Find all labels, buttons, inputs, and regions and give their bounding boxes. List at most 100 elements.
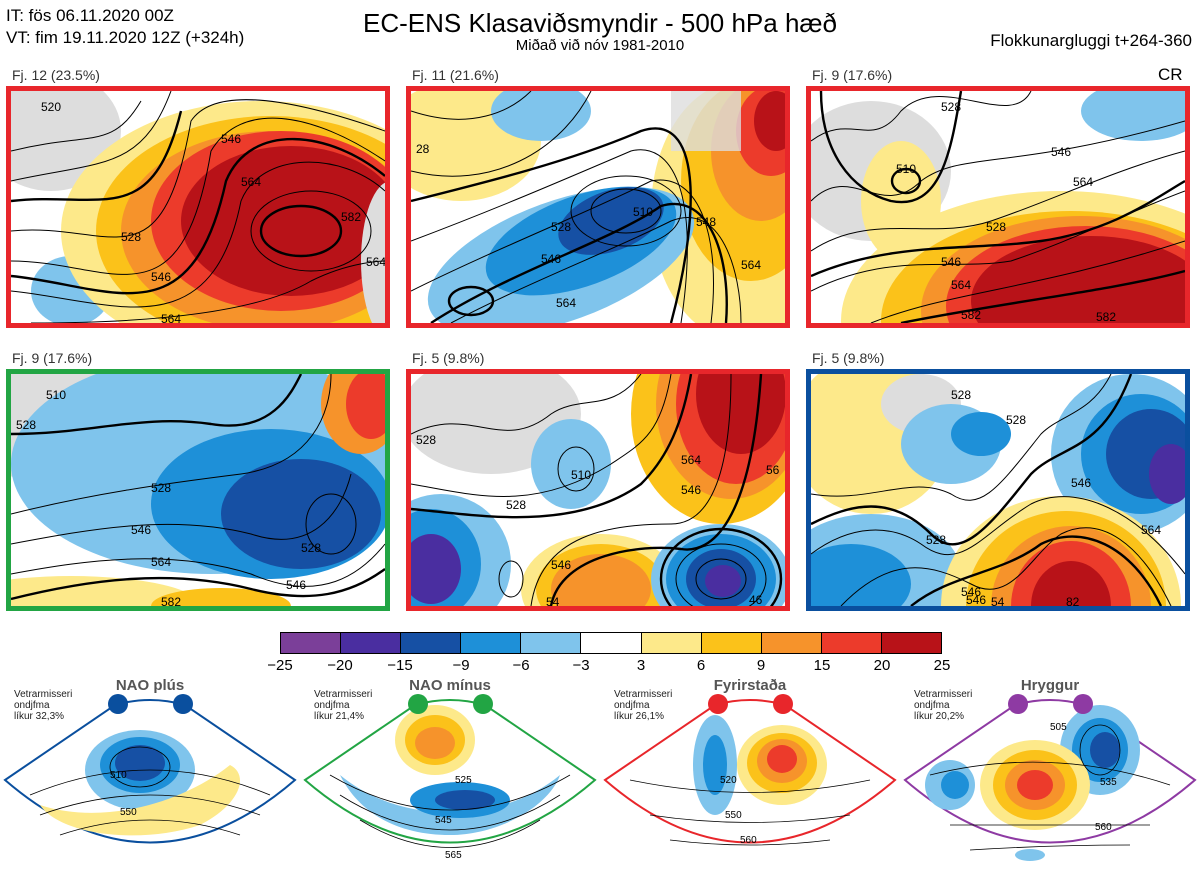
valid-time: VT: fim 19.11.2020 12Z (+324h) [6, 28, 245, 47]
colorbar-tick: −6 [512, 657, 530, 674]
colorbar-swatch [460, 633, 521, 653]
colorbar-tick: 25 [933, 657, 951, 674]
contour-label: 528 [121, 230, 141, 244]
contour-label: 528 [951, 388, 971, 402]
classification-window: Flokkunargluggi t+264-360 [990, 31, 1192, 50]
contour-label: 528 [986, 220, 1006, 234]
cluster-map-6: 528 528 546 528 546 564 546 54 82 [806, 369, 1190, 611]
colorbar-tick: −25 [267, 657, 293, 674]
contour-label: 564 [161, 312, 181, 323]
contour-label: 56 [766, 463, 780, 477]
contour-label: 28 [416, 142, 430, 156]
contour-label: 582 [161, 595, 181, 606]
contour-label: 546 [1071, 476, 1091, 490]
panel-2-label: Fj. 11 (21.6%) [412, 67, 499, 83]
regime-note: Vetrarmisseri ondjfma líkur 21,4% [314, 689, 373, 722]
panel-3-label: Fj. 9 (17.6%) [812, 67, 893, 83]
colorbar-swatch [340, 633, 401, 653]
cluster-map-2: 28 528 546 564 510 548 564 [406, 86, 790, 328]
contour-label: 546 [941, 255, 961, 269]
regime-contour-label: 535 [1100, 777, 1117, 788]
colorbar-tick: 20 [873, 657, 891, 674]
contour-label: 548 [696, 215, 716, 229]
panel-4-label: Fj. 9 (17.6%) [12, 350, 93, 366]
colorbar-tick: 9 [756, 657, 766, 674]
contour-label: 82 [1066, 595, 1080, 606]
regime-contour-label: 505 [1050, 722, 1067, 733]
contour-label: 564 [366, 255, 385, 269]
contour-label: 564 [241, 175, 261, 189]
contour-label: 546 [966, 593, 986, 606]
colorbar-swatch [640, 633, 701, 653]
contour-label: 546 [961, 585, 981, 599]
contour-label: 546 [221, 132, 241, 146]
contour-label: 528 [1006, 413, 1026, 427]
regime-contour-label: 565 [445, 850, 462, 861]
regime-contour-label: 550 [725, 810, 742, 821]
header-run-info: IT: fös 06.11.2020 00Z VT: fim 19.11.202… [6, 5, 244, 49]
contour-label: 54 [546, 595, 560, 606]
contour-label: 528 [926, 533, 946, 547]
contour-label: 528 [416, 433, 436, 447]
contour-label: 528 [941, 100, 961, 114]
cluster-map-5: 528 510 528 546 564 546 54 46 56 [406, 369, 790, 611]
colorbar-tick: 3 [636, 657, 646, 674]
contour-label: 546 [541, 252, 561, 266]
regime-ridge: 505 535 560 Hryggur Vetrarmisseri ondjfm… [900, 675, 1200, 871]
colorbar-swatch [281, 633, 341, 653]
contour-label: 528 [506, 498, 526, 512]
colorbar-swatch [880, 633, 942, 653]
colorbar-swatch [760, 633, 821, 653]
regime-title: NAO plús [115, 677, 185, 694]
cr-label: CR [1158, 65, 1183, 84]
panel-6-label: Fj. 5 (9.8%) [812, 350, 885, 366]
regime-contour-label: 560 [740, 835, 757, 846]
contour-label: 510 [571, 468, 591, 482]
contour-label: 528 [16, 418, 36, 432]
contour-label: 546 [151, 270, 171, 284]
panel-5-label: Fj. 5 (9.8%) [412, 350, 485, 366]
regime-contour-label: 550 [120, 807, 137, 818]
contour-label: 564 [1141, 523, 1161, 537]
contour-label: 546 [1051, 145, 1071, 159]
contour-label: 546 [131, 523, 151, 537]
panel-1-label: Fj. 12 (23.5%) [12, 67, 100, 83]
colorbar-tick: 6 [696, 657, 706, 674]
regime-blocking: 520 550 560 Fyrirstaða Vetrarmisseri ond… [600, 675, 900, 871]
regime-contour-label: 545 [435, 815, 452, 826]
regime-nao-minus: 525 545 565 NAO mínus Vetrarmisseri ondj… [300, 675, 600, 871]
contour-label: 564 [681, 453, 701, 467]
anomaly-colorbar [280, 632, 942, 654]
contour-label: 564 [1073, 175, 1093, 189]
colorbar-tick: 15 [813, 657, 831, 674]
contour-label: 528 [151, 481, 171, 495]
contour-label: 582 [961, 308, 981, 322]
contour-label: 546 [286, 578, 306, 592]
regime-note: Vetrarmisseri ondjfma líkur 26,1% [614, 689, 673, 722]
regime-note: Vetrarmisseri ondjfma líkur 32,3% [14, 689, 73, 722]
colorbar-swatch [400, 633, 461, 653]
regime-nao-plus: 510 550 NAO plús Vetrarmisseri ondjfma l… [0, 675, 300, 871]
regime-contour-label: 510 [110, 770, 127, 781]
regime-contour-label: 520 [720, 775, 737, 786]
colorbar-tick: −9 [452, 657, 470, 674]
colorbar-swatch [520, 633, 581, 653]
contour-label: 54 [991, 595, 1005, 606]
regime-title: Hryggur [1020, 677, 1080, 694]
colorbar-tick: −15 [387, 657, 413, 674]
regime-title: Fyrirstaða [713, 677, 787, 694]
contour-label: 510 [896, 162, 916, 176]
page-subtitle: Miðað við nóv 1981-2010 [515, 37, 685, 54]
contour-label: 564 [556, 296, 576, 310]
cluster-map-1: 520 546 564 564 528 546 582 564 [6, 86, 390, 328]
contour-label: 582 [341, 210, 361, 224]
contour-label: 46 [749, 593, 763, 606]
contour-label: 546 [551, 558, 571, 572]
colorbar-swatch [700, 633, 761, 653]
colorbar-swatch [580, 633, 641, 653]
regime-contour-label: 560 [1095, 822, 1112, 833]
colorbar-swatch [820, 633, 881, 653]
colorbar-tick: −3 [572, 657, 590, 674]
page-title: EC-ENS Klasaviðsmyndir - 500 hPa hæð [363, 8, 837, 38]
contour-label: 528 [301, 541, 321, 555]
